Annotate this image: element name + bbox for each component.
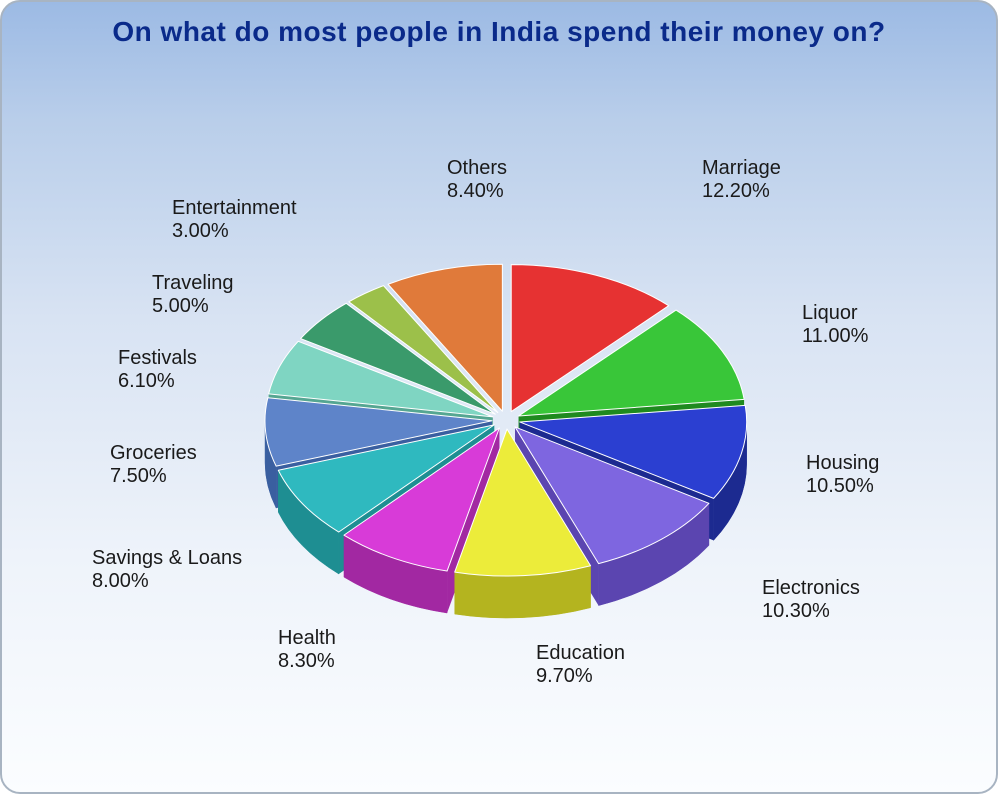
- slice-label: Entertainment3.00%: [172, 197, 297, 243]
- slice-label: Education9.70%: [536, 642, 625, 688]
- slice-label-name: Marriage: [702, 157, 781, 179]
- slice-label-name: Groceries: [110, 442, 197, 464]
- slice-label: Others8.40%: [447, 157, 507, 203]
- slice-label-value: 8.40%: [447, 180, 507, 203]
- slice-label-name: Traveling: [152, 272, 234, 294]
- slice-label-value: 9.70%: [536, 665, 625, 688]
- slice-label-name: Electronics: [762, 577, 860, 599]
- slice-label-value: 6.10%: [118, 370, 197, 393]
- slice-label-value: 10.50%: [806, 475, 879, 498]
- slice-label-value: 8.30%: [278, 650, 336, 673]
- slice-label: Traveling5.00%: [152, 272, 234, 318]
- slice-label-value: 11.00%: [802, 325, 868, 348]
- slice-label: Savings & Loans8.00%: [92, 547, 242, 593]
- slice-label-value: 5.00%: [152, 295, 234, 318]
- slice-label-name: Liquor: [802, 302, 858, 324]
- slice-label-name: Housing: [806, 452, 879, 474]
- slice-label-name: Festivals: [118, 347, 197, 369]
- slice-label: Housing10.50%: [806, 452, 879, 498]
- chart-frame: On what do most people in India spend th…: [0, 0, 998, 794]
- slice-label: Festivals6.10%: [118, 347, 197, 393]
- slice-label-name: Savings & Loans: [92, 547, 242, 569]
- slice-label-name: Health: [278, 627, 336, 649]
- slice-label: Groceries7.50%: [110, 442, 197, 488]
- slice-label: Electronics10.30%: [762, 577, 860, 623]
- slice-label-name: Others: [447, 157, 507, 179]
- slice-label-name: Entertainment: [172, 197, 297, 219]
- slice-label: Health8.30%: [278, 627, 336, 673]
- slice-label-value: 12.20%: [702, 180, 781, 203]
- pie-chart: [2, 2, 998, 794]
- slice-label-name: Education: [536, 642, 625, 664]
- slice-label: Liquor11.00%: [802, 302, 868, 348]
- slice-label: Marriage12.20%: [702, 157, 781, 203]
- slice-label-value: 8.00%: [92, 570, 242, 593]
- slice-label-value: 3.00%: [172, 220, 297, 243]
- slice-label-value: 7.50%: [110, 465, 197, 488]
- slice-label-value: 10.30%: [762, 600, 860, 623]
